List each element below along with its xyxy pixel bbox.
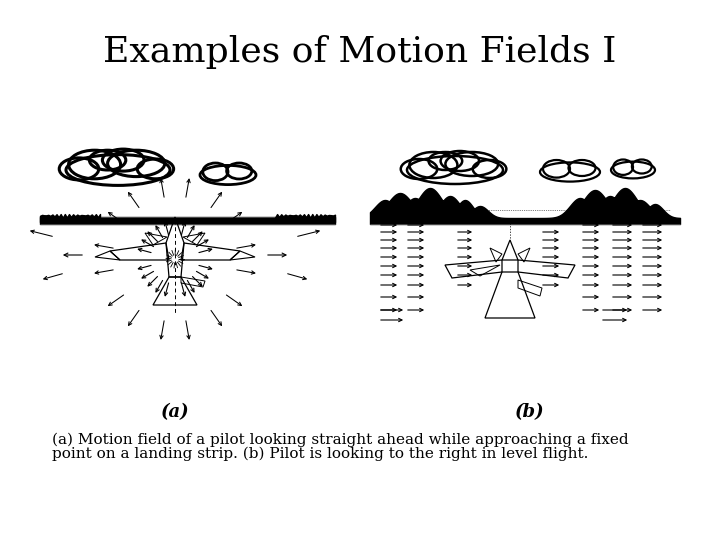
- Text: (a): (a): [161, 403, 189, 421]
- Ellipse shape: [401, 159, 437, 179]
- Ellipse shape: [613, 159, 633, 175]
- Ellipse shape: [407, 156, 503, 184]
- Ellipse shape: [203, 163, 228, 180]
- Ellipse shape: [611, 161, 655, 178]
- Ellipse shape: [473, 160, 506, 178]
- Text: Examples of Motion Fields I: Examples of Motion Fields I: [103, 35, 617, 69]
- Ellipse shape: [89, 150, 126, 170]
- Ellipse shape: [102, 149, 144, 171]
- Ellipse shape: [410, 152, 457, 178]
- Ellipse shape: [441, 151, 479, 171]
- Ellipse shape: [543, 160, 570, 178]
- Text: point on a landing strip. (b) Pilot is looking to the right in level flight.: point on a landing strip. (b) Pilot is l…: [52, 447, 588, 461]
- Ellipse shape: [540, 163, 600, 181]
- Ellipse shape: [68, 150, 121, 179]
- Text: (a) Motion field of a pilot looking straight ahead while approaching a fixed: (a) Motion field of a pilot looking stra…: [52, 433, 629, 448]
- Text: (b): (b): [516, 403, 545, 421]
- Ellipse shape: [446, 152, 498, 176]
- Ellipse shape: [66, 154, 170, 185]
- Ellipse shape: [200, 165, 256, 185]
- Ellipse shape: [227, 163, 252, 179]
- Ellipse shape: [138, 159, 174, 179]
- Ellipse shape: [569, 160, 595, 176]
- Ellipse shape: [107, 150, 165, 177]
- Ellipse shape: [59, 158, 99, 180]
- Ellipse shape: [632, 159, 652, 173]
- Ellipse shape: [428, 152, 462, 170]
